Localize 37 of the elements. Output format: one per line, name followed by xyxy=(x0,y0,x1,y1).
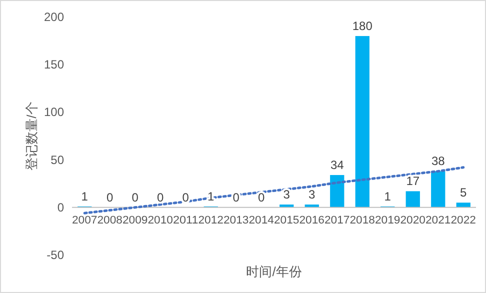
data-label: 1 xyxy=(384,189,392,204)
x-tick-label: 2010 xyxy=(148,214,173,226)
data-label: 5 xyxy=(460,186,468,200)
x-tick-label: 2007 xyxy=(72,214,98,226)
x-tick-label: 2020 xyxy=(400,214,426,226)
x-axis-title: 时间/年份 xyxy=(246,264,302,279)
x-tick-label: 2022 xyxy=(450,214,476,226)
data-label: 38 xyxy=(431,154,446,168)
y-tick-label: 0 xyxy=(57,200,64,214)
data-label: 0 xyxy=(106,190,114,204)
x-tick-label: 2008 xyxy=(97,214,122,226)
data-label: 0 xyxy=(258,190,266,204)
data-label: 3 xyxy=(308,188,316,202)
y-axis-title: 登记数量/个 xyxy=(24,102,39,170)
y-tick-label: 150 xyxy=(44,58,64,72)
x-tick-label: 2013 xyxy=(224,214,249,226)
y-tick-label: 200 xyxy=(44,10,64,24)
data-label: 0 xyxy=(157,190,164,204)
data-label: 1 xyxy=(81,189,88,204)
x-tick-label: 2011 xyxy=(173,214,198,226)
x-tick-label: 2021 xyxy=(426,214,451,226)
x-tick-label: 2014 xyxy=(248,214,274,226)
x-tick-label: 2016 xyxy=(299,214,324,226)
x-tick-label: 2017 xyxy=(324,214,350,226)
data-label: 180 xyxy=(352,19,373,34)
data-label: 3 xyxy=(283,188,290,202)
x-tick-label: 2015 xyxy=(274,214,300,226)
data-label: 17 xyxy=(406,174,420,188)
x-tick-label: 2009 xyxy=(122,214,148,226)
x-tick-label: 2019 xyxy=(375,214,400,226)
y-tick-label: 100 xyxy=(44,105,64,120)
data-label: 34 xyxy=(330,158,344,172)
x-tick-label: 2018 xyxy=(350,214,375,226)
y-tick-label: -50 xyxy=(46,248,64,262)
y-tick-label: 50 xyxy=(50,152,64,167)
data-label: 0 xyxy=(132,190,139,204)
x-tick-label: 2012 xyxy=(198,214,224,226)
